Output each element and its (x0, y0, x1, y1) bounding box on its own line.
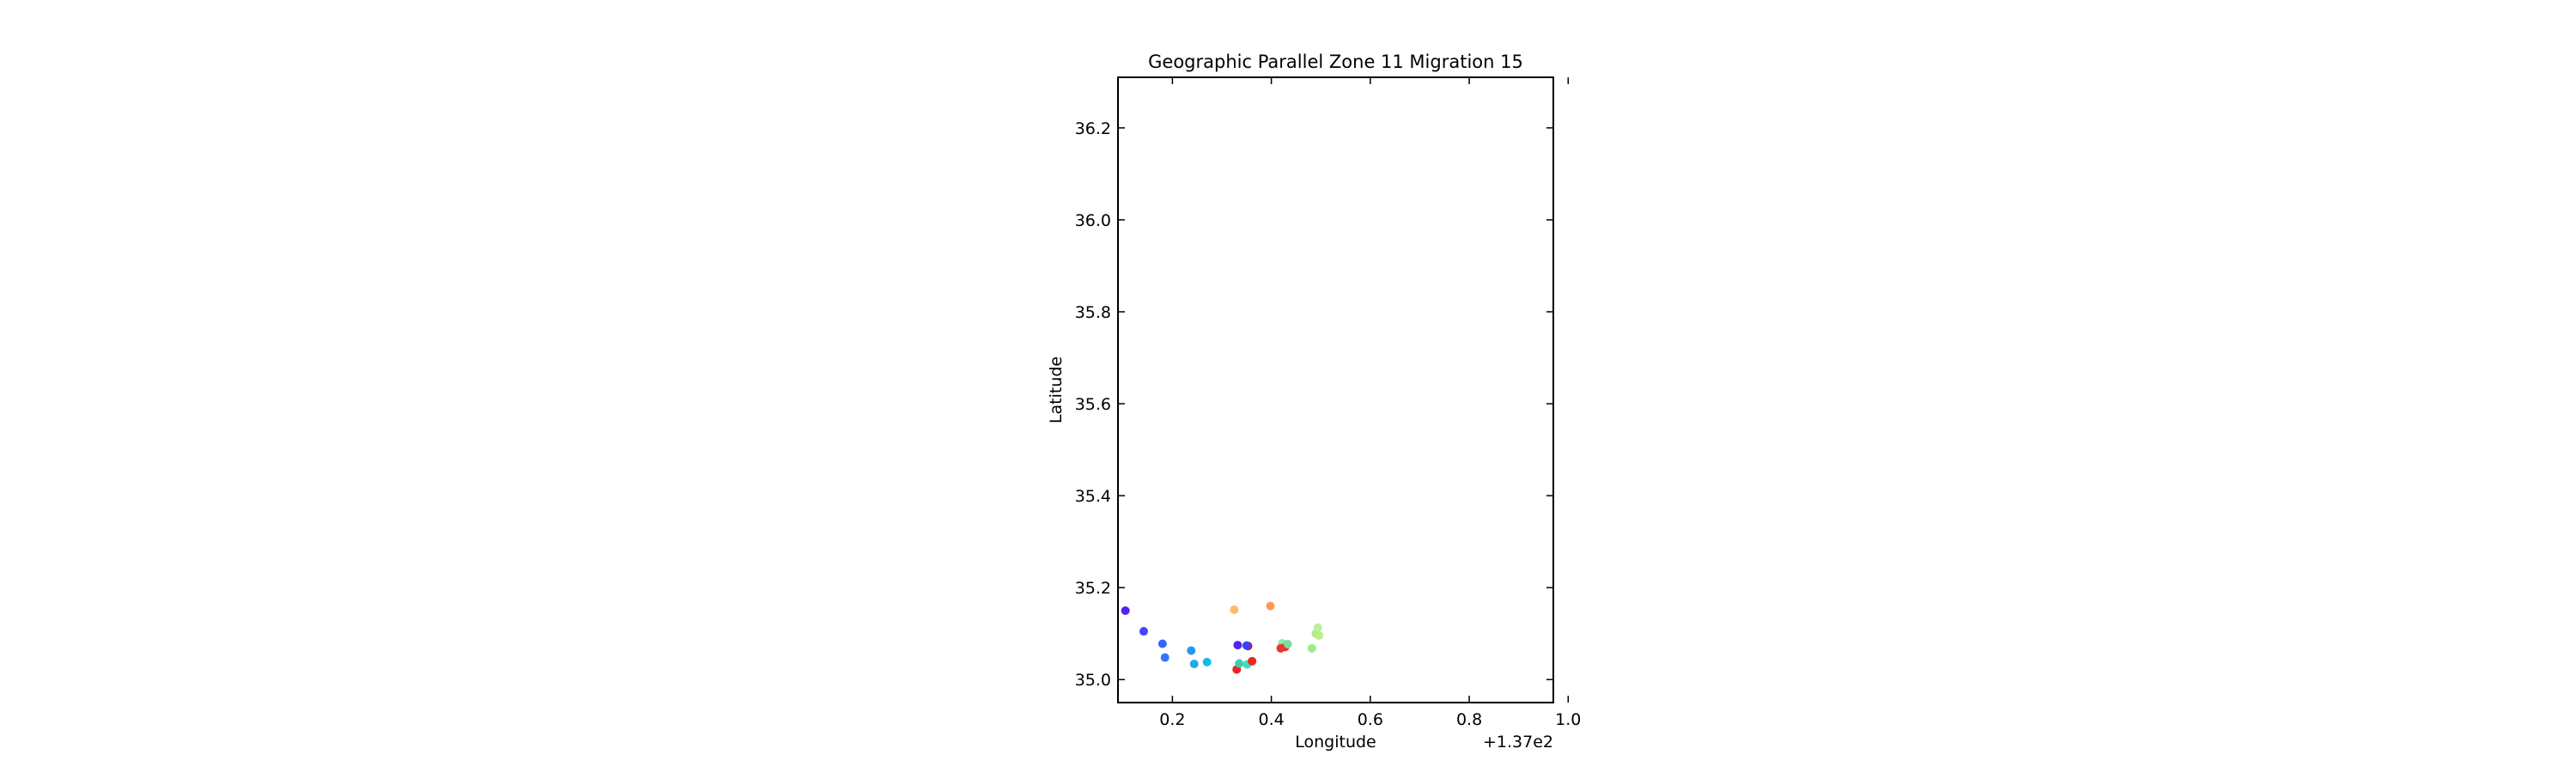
scatter-point (1235, 659, 1244, 668)
scatter-point (1160, 653, 1170, 662)
scatter-point (1242, 641, 1251, 650)
x-tick-label: 0.2 (1159, 710, 1185, 729)
scatter-point (1307, 643, 1316, 653)
y-axis-ticks: 35.0 35.2 35.4 35.6 35.8 36.0 36.2 (1075, 119, 1553, 690)
x-tick-label: 0.8 (1456, 710, 1482, 729)
y-tick-label: 35.0 (1075, 671, 1111, 690)
x-tick-label: 1.0 (1555, 710, 1581, 729)
x-tick-label: 0.4 (1258, 710, 1284, 729)
scatter-point (1248, 656, 1257, 666)
y-tick-label: 36.0 (1075, 211, 1111, 230)
x-tick-label: 0.6 (1358, 710, 1383, 729)
scatter-point (1121, 606, 1130, 615)
scatter-point (1283, 640, 1292, 649)
data-points (1121, 601, 1323, 674)
scatter-point (1202, 657, 1212, 666)
y-tick-label: 35.6 (1075, 395, 1111, 414)
scatter-point (1139, 627, 1148, 636)
scatter-point (1266, 601, 1275, 611)
scatter-point (1276, 643, 1285, 653)
scatter-point (1189, 660, 1199, 669)
x-axis-offset-label: +1.37e2 (1483, 733, 1553, 752)
scatter-point (1157, 639, 1167, 648)
y-tick-label: 35.4 (1075, 487, 1111, 506)
x-axis-ticks: 0.2 0.4 0.6 0.8 1.0 (1159, 77, 1581, 729)
x-axis-label: Longitude (1295, 733, 1376, 752)
scatter-point (1313, 623, 1322, 632)
chart-title: Geographic Parallel Zone 11 Migration 15 (1148, 52, 1523, 72)
y-tick-label: 35.8 (1075, 303, 1111, 322)
scatter-point (1314, 630, 1323, 640)
scatter-point (1230, 605, 1239, 614)
y-tick-label: 36.2 (1075, 119, 1111, 138)
y-axis-label: Latitude (1047, 356, 1066, 423)
scatter-point (1233, 641, 1242, 650)
plot-frame (1117, 76, 1554, 703)
y-tick-label: 35.2 (1075, 579, 1111, 598)
scatter-point (1187, 646, 1196, 655)
